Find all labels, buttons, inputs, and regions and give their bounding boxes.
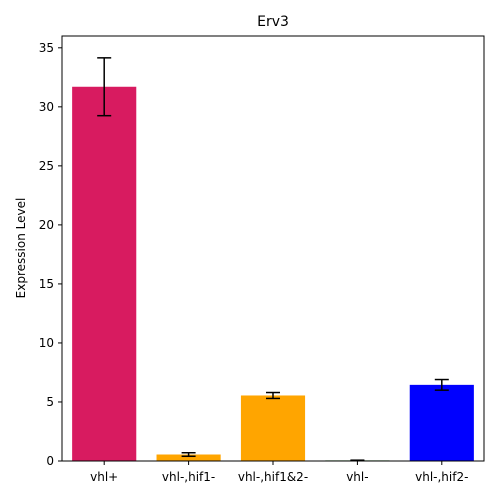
bar-2 — [240, 395, 306, 461]
x-tick-label-1: vhl-,hif1- — [162, 470, 215, 484]
x-tick-label-4: vhl-,hif2- — [415, 470, 468, 484]
x-tick-label-2: vhl-,hif1&2- — [238, 470, 308, 484]
y-tick-label-3: 15 — [39, 277, 54, 291]
x-tick-label-3: vhl- — [346, 470, 368, 484]
bars-layer — [72, 86, 474, 462]
error-bar-1 — [181, 451, 196, 458]
plot-frame — [61, 35, 485, 462]
chart-title: Erv3 — [257, 14, 289, 30]
bar-4 — [409, 384, 474, 461]
y-tick-label-6: 30 — [39, 100, 54, 114]
y-axis-label: Expression Level — [14, 198, 28, 299]
bar-0 — [72, 86, 137, 461]
y-tick-label-1: 5 — [46, 395, 54, 409]
y-tick-label-4: 20 — [39, 218, 54, 232]
y-tick-label-2: 10 — [39, 336, 54, 350]
error-bar-0 — [97, 57, 112, 117]
error-bar-2 — [266, 391, 280, 400]
y-tick-label-7: 35 — [39, 41, 54, 55]
y-tick-label-0: 0 — [46, 454, 54, 468]
y-tick-label-5: 25 — [39, 159, 54, 173]
bar-1 — [156, 454, 221, 461]
y-axis-ticks: 0 5 10 15 20 25 30 35 — [39, 41, 62, 468]
error-bar-4 — [434, 378, 449, 391]
x-tick-label-0: vhl+ — [90, 470, 118, 484]
x-axis-ticks: vhl+ vhl-,hif1- vhl-,hif1&2- vhl-vhl-,hif2- — [90, 461, 468, 484]
